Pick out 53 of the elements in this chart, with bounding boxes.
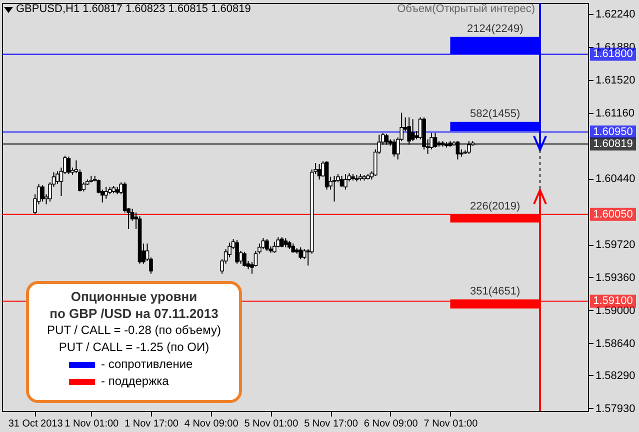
band-label: 351(4651) <box>470 285 520 298</box>
y-tick-label: 1.59000 <box>596 304 636 317</box>
candlestick <box>284 238 288 248</box>
candlestick <box>433 132 438 148</box>
candlestick <box>242 251 246 267</box>
y-tick-label: 1.60440 <box>596 173 636 186</box>
candlestick <box>40 184 44 202</box>
ref-line-label: 1.60050 <box>593 208 633 220</box>
y-tick-label: 1.58640 <box>596 338 636 350</box>
y-tick-label: 1.57930 <box>596 402 636 415</box>
candlestick <box>344 174 348 190</box>
band-label: 2124(2249) <box>466 22 524 35</box>
x-tick-label: 7 Nov 01:00 <box>424 418 478 430</box>
annotation: - сопротивление <box>100 356 194 373</box>
x-tick-label: 5 Nov 17:00 <box>304 418 358 430</box>
x-tick-label: 31 Oct 2013 <box>8 418 64 430</box>
ref-line-label: 1.59100 <box>593 295 633 308</box>
chart-subtitle: Объем(Открытый интерес) <box>397 3 535 15</box>
y-tick-label: 1.58290 <box>596 370 636 382</box>
candlestick <box>298 246 303 260</box>
candlestick <box>104 186 108 200</box>
band-label: 582(1455) <box>470 108 520 120</box>
ref-line-label: 1.60950 <box>593 126 633 138</box>
candlestick <box>317 164 322 180</box>
x-tick-label: 6 Nov 09:00 <box>364 418 418 430</box>
candlestick <box>291 243 296 254</box>
candlestick <box>340 175 344 188</box>
y-tick-label: 1.61160 <box>596 107 634 120</box>
x-tick-label: 1 Nov 01:00 <box>64 418 120 430</box>
x-tick-label: 4 Nov 09:00 <box>184 418 239 430</box>
ref-line-label: 1.60819 <box>593 138 633 150</box>
x-tick-label: 1 Nov 17:00 <box>124 418 179 430</box>
annotation: Опционные уровни <box>70 288 198 305</box>
annotation: по GBP /USD на 07.11.2013 <box>48 305 220 322</box>
y-tick-label: 1.59360 <box>596 272 636 284</box>
candlestick <box>66 156 71 175</box>
candlestick <box>410 118 415 142</box>
candlestick <box>235 239 239 264</box>
x-tick-label: 5 Nov 01:00 <box>244 418 299 430</box>
annotation: - поддержка <box>100 373 170 390</box>
y-tick-label: 1.59720 <box>596 239 636 252</box>
candlestick <box>265 238 269 252</box>
candlestick <box>272 241 276 254</box>
candlestick <box>280 236 284 248</box>
candlestick <box>56 170 60 185</box>
y-tick-label: 1.62240 <box>596 8 636 20</box>
y-tick-label: 1.61520 <box>596 74 636 86</box>
annotation: PUT / CALL = -1.25 (по ОИ) <box>58 339 210 356</box>
chart-title: GBPUSD,H1 1.60817 1.60823 1.60815 1.60819 <box>16 3 251 15</box>
candlestick <box>261 238 266 250</box>
candlestick <box>332 175 336 202</box>
annotation: PUT / CALL = -0.28 (по объему) <box>46 322 222 339</box>
band-label: 226(2019) <box>470 200 520 212</box>
